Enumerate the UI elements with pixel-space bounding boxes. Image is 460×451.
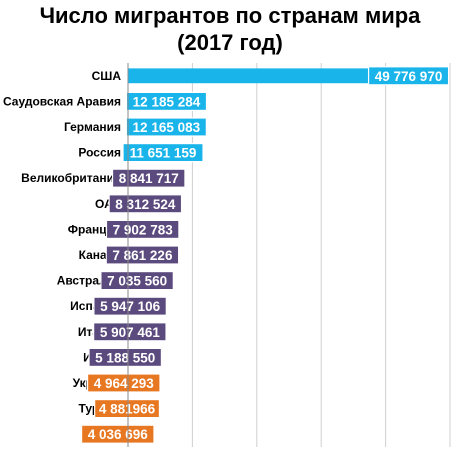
data-label: 11 651 159 <box>130 146 197 161</box>
data-label: 4 036 696 <box>88 427 149 442</box>
data-label: 8 312 524 <box>115 197 176 212</box>
data-label-box <box>105 245 180 265</box>
data-label-box <box>100 271 174 291</box>
data-label-box <box>86 373 161 393</box>
data-label: 7 035 560 <box>107 274 167 289</box>
data-label: 5 907 461 <box>100 325 161 340</box>
data-label-box <box>93 296 167 316</box>
data-label-box <box>80 424 155 444</box>
data-label-box <box>105 219 180 239</box>
data-label: 12 185 284 <box>133 94 201 109</box>
data-label: 4 881966 <box>99 402 156 417</box>
category-label: Германия <box>64 120 121 134</box>
data-label: 49 776 970 <box>375 69 443 84</box>
category-label: Саудовская Аравия <box>3 94 121 108</box>
data-label-box <box>88 347 163 367</box>
data-label: 5 947 106 <box>100 299 161 314</box>
data-label-box <box>108 194 183 214</box>
data-label: 12 165 083 <box>133 120 201 135</box>
data-label: 4 964 293 <box>94 376 155 391</box>
category-label: Великобритания <box>21 171 121 185</box>
chart-title-line2: (2017 год) <box>177 30 283 55</box>
data-label: 5 188 550 <box>95 350 155 365</box>
chart-title: Число мигрантов по странам мира (2017 го… <box>0 2 460 56</box>
data-label-box <box>125 117 207 137</box>
data-label-box <box>122 143 204 163</box>
data-label: 7 861 226 <box>112 248 173 263</box>
data-label-box <box>125 91 208 112</box>
data-label-box <box>94 399 161 419</box>
data-label-box <box>367 66 450 86</box>
data-label-box <box>111 168 186 188</box>
category-label: Россия <box>78 146 121 160</box>
chart-title-line1: Число мигрантов по странам мира <box>39 3 421 28</box>
data-label: 7 902 783 <box>113 222 174 237</box>
category-label: США <box>92 69 122 83</box>
data-label-box <box>93 322 167 342</box>
data-label: 8 841 717 <box>119 171 179 186</box>
